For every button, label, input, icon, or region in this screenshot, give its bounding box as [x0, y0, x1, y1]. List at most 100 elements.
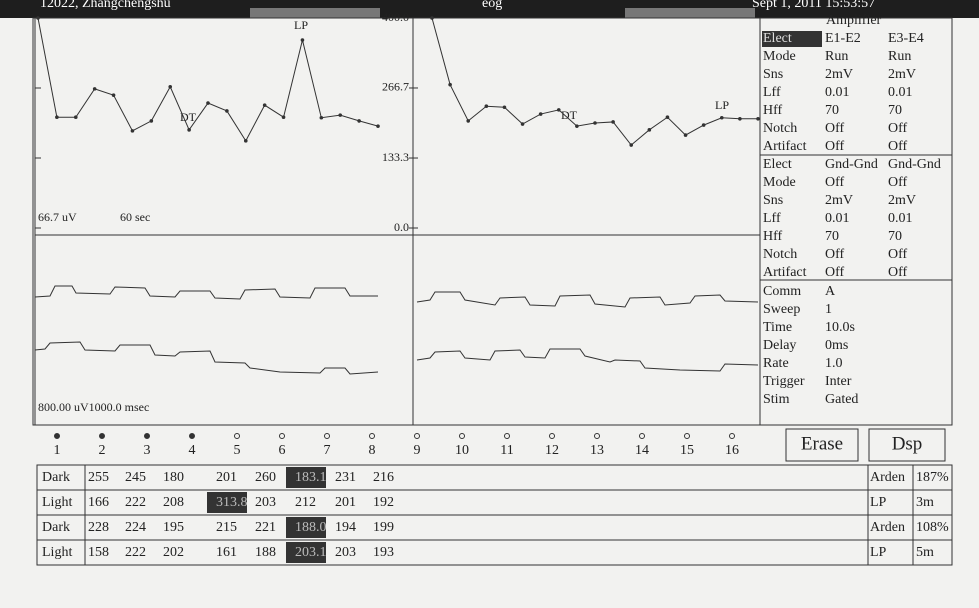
- row-label: Light: [42, 495, 72, 510]
- waveform: [34, 285, 378, 300]
- setting: 70: [888, 103, 902, 118]
- trend-point: [484, 104, 489, 108]
- setting: 70: [825, 103, 839, 118]
- dsp-label[interactable]: Dsp: [892, 433, 923, 454]
- electrode-label[interactable]: 5: [234, 443, 241, 458]
- trend-point: [556, 108, 561, 112]
- electrode-label[interactable]: 3: [144, 443, 151, 458]
- setting: Inter: [825, 374, 852, 389]
- trend-point: [502, 105, 507, 110]
- setting: 0.01: [825, 85, 850, 100]
- result-key: LP: [870, 495, 887, 510]
- dsp-button[interactable]: [868, 428, 946, 462]
- row-label: Dark: [42, 470, 70, 485]
- trend-point: [262, 103, 267, 107]
- electrode-dot[interactable]: [144, 433, 150, 439]
- cell: 199: [373, 520, 394, 535]
- cell: 260: [255, 470, 276, 485]
- time-label: 60 sec: [120, 210, 150, 224]
- setting: Off: [825, 139, 845, 154]
- electrode-dot[interactable]: [459, 433, 465, 439]
- electrode-dot[interactable]: [549, 433, 555, 439]
- electrode-dot[interactable]: [684, 433, 690, 439]
- trend-point: [376, 124, 380, 128]
- electrode-label[interactable]: 9: [414, 443, 421, 458]
- electrode-dot[interactable]: [504, 433, 510, 439]
- electrode-dot[interactable]: [324, 433, 330, 439]
- trend-point: [647, 128, 652, 132]
- trend-point: [430, 16, 434, 20]
- electrode-dot[interactable]: [279, 433, 285, 439]
- electrode-dot[interactable]: [369, 433, 375, 439]
- electrode-label[interactable]: 6: [279, 443, 286, 458]
- row-label: Light: [42, 545, 72, 560]
- setting: 70: [825, 229, 839, 244]
- electrode-dot[interactable]: [639, 433, 645, 439]
- cell: 203: [255, 495, 276, 510]
- electrode-label[interactable]: 12: [545, 443, 559, 458]
- electrode-label[interactable]: 10: [455, 443, 469, 458]
- electrode-label[interactable]: 7: [324, 443, 331, 458]
- electrode-dot[interactable]: [234, 433, 240, 439]
- electrode-dot[interactable]: [99, 433, 105, 439]
- setting: Sns: [763, 67, 783, 82]
- electrode-label[interactable]: 1: [54, 443, 61, 458]
- electrode-label[interactable]: 14: [635, 443, 649, 458]
- trend-point: [225, 109, 229, 113]
- setting: 2mV: [888, 193, 916, 208]
- electrode-label[interactable]: 4: [189, 443, 196, 458]
- cell: 203: [335, 545, 356, 560]
- trend-point: [92, 87, 97, 91]
- electrode-label[interactable]: 8: [369, 443, 376, 458]
- trend-point: [149, 119, 154, 123]
- erase-label[interactable]: Erase: [801, 433, 843, 454]
- setting: Trigger: [763, 374, 805, 389]
- electrode-dot[interactable]: [54, 433, 60, 439]
- cell: 201: [216, 470, 237, 485]
- trend-point: [520, 122, 525, 126]
- electrode-dot[interactable]: [189, 433, 195, 439]
- cell: 158: [88, 545, 109, 560]
- setting: Elect: [763, 157, 792, 172]
- electrode-label[interactable]: 16: [725, 443, 739, 458]
- cell: 222: [125, 495, 146, 510]
- cell: 166: [88, 495, 109, 510]
- setting: 0.01: [825, 211, 850, 226]
- setting: Rate: [763, 356, 789, 371]
- setting: 1.0: [825, 356, 843, 371]
- trend-point: [756, 117, 760, 121]
- result-key: Arden: [870, 520, 905, 535]
- setting: 2mV: [825, 67, 853, 82]
- setting: Lff: [763, 211, 781, 226]
- dt-label: DT: [180, 110, 197, 124]
- erase-button[interactable]: [785, 428, 859, 462]
- scale-label: 66.7 uV: [38, 210, 77, 224]
- setting: Run: [825, 49, 848, 64]
- cell: 193: [373, 545, 394, 560]
- cell: 231: [335, 470, 356, 485]
- cell: 208: [163, 495, 184, 510]
- electrode-label[interactable]: 13: [590, 443, 604, 458]
- setting: Gnd-Gnd: [825, 157, 878, 172]
- trend-point: [338, 113, 343, 117]
- cell: 180: [163, 470, 184, 485]
- electrode-dot[interactable]: [594, 433, 600, 439]
- cell: 228: [88, 520, 109, 535]
- lp-label: LP: [715, 98, 729, 112]
- cell: 212: [295, 495, 316, 510]
- electrode-dot[interactable]: [414, 433, 420, 439]
- trend-point: [36, 16, 40, 20]
- setting: Hff: [763, 229, 783, 244]
- wave-label: 800.00 uV1000.0 msec: [38, 400, 149, 414]
- electrode-label[interactable]: 2: [99, 443, 106, 458]
- electrode-label[interactable]: 15: [680, 443, 694, 458]
- trend-point: [206, 101, 210, 105]
- setting: 2mV: [888, 67, 916, 82]
- setting: Mode: [763, 175, 796, 190]
- electrode-dot[interactable]: [729, 433, 735, 439]
- electrode-label[interactable]: 11: [500, 443, 513, 458]
- trend-point: [319, 115, 324, 120]
- setting: Notch: [763, 247, 797, 262]
